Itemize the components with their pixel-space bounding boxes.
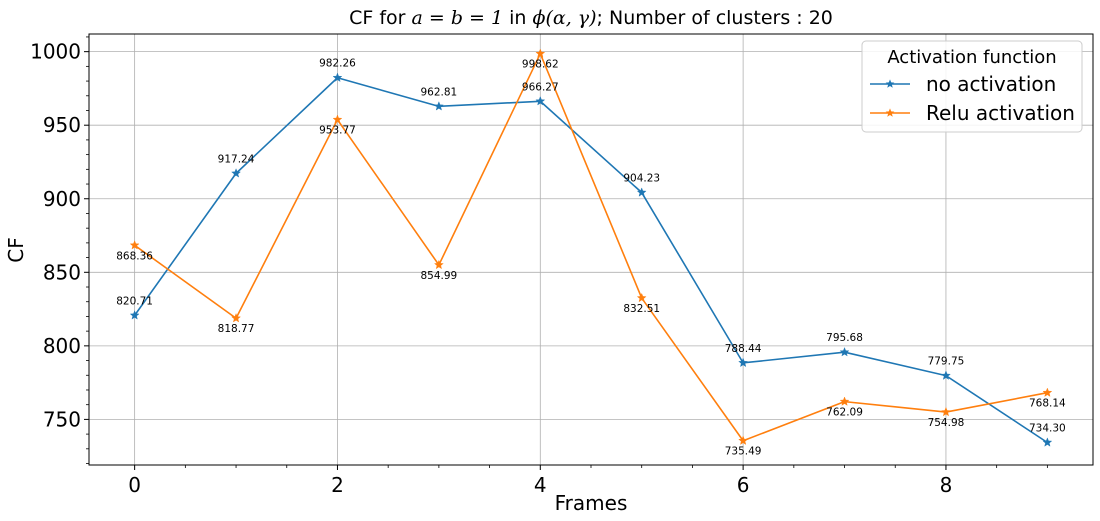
- x-tick-label: 4: [534, 473, 547, 497]
- data-point-star: [332, 114, 343, 124]
- series-line: [133, 76, 1048, 444]
- data-label: 779.75: [928, 356, 965, 368]
- data-point-star: [129, 240, 140, 250]
- series-no-activation: [129, 72, 1053, 447]
- data-point-star: [738, 357, 749, 368]
- legend-marker-star: [885, 79, 895, 88]
- legend-title: Activation function: [887, 47, 1056, 68]
- data-point-star: [636, 187, 647, 197]
- data-label: 982.26: [319, 58, 356, 70]
- data-label: 998.62: [522, 59, 559, 71]
- data-label: 832.51: [623, 303, 660, 315]
- y-tick-label: 850: [43, 260, 81, 284]
- x-tick-label: 0: [128, 473, 141, 497]
- data-point-star: [839, 396, 850, 406]
- y-tick-label: 950: [43, 113, 81, 137]
- data-label: 854.99: [421, 270, 458, 282]
- legend-item: Relu activation: [870, 101, 1075, 125]
- data-labels: 820.71 917.24 982.26 962.81 966.27 904.23 788.…: [116, 58, 1066, 458]
- data-point-star: [738, 435, 749, 445]
- x-tick-label: 6: [737, 473, 750, 497]
- legend-marker-star: [885, 108, 895, 117]
- data-point-star: [433, 101, 444, 111]
- data-label: 734.30: [1029, 422, 1066, 434]
- data-label: 962.81: [421, 86, 458, 98]
- data-label: 953.77: [319, 125, 356, 137]
- axis-ticks: 0 2 4 6 8 750 800 850 900 950 1000: [30, 36, 1048, 497]
- series-relu-activation: [129, 48, 1053, 445]
- data-label: 868.36: [116, 250, 153, 262]
- x-tick-label: 2: [331, 473, 344, 497]
- x-tick-label: 8: [940, 473, 953, 497]
- data-label: 768.14: [1029, 398, 1066, 410]
- data-label: 788.44: [725, 343, 762, 355]
- chart-title: CF for a = b = 1 in ϕ(α, γ); Number of c…: [349, 7, 833, 29]
- series-line: [134, 52, 1048, 442]
- data-label: 762.09: [826, 407, 863, 419]
- data-point-star: [535, 48, 546, 58]
- y-axis-label: CF: [4, 237, 28, 262]
- data-point-star: [433, 259, 444, 270]
- data-point-star: [231, 313, 241, 323]
- x-axis-label: Frames: [555, 491, 628, 515]
- data-label: 820.71: [116, 295, 153, 307]
- data-label: 904.23: [623, 173, 660, 185]
- data-point-star: [129, 310, 140, 320]
- data-point-star: [941, 406, 951, 417]
- series-layer: [129, 48, 1053, 447]
- data-point-star: [636, 292, 647, 303]
- y-tick-label: 750: [43, 407, 81, 431]
- data-label: 735.49: [725, 446, 762, 458]
- data-label: 818.77: [218, 323, 255, 335]
- data-label: 917.24: [218, 153, 255, 165]
- legend-label: Relu activation: [926, 101, 1075, 125]
- data-point-star: [941, 370, 951, 380]
- data-point-star: [1042, 387, 1053, 397]
- data-point-star: [231, 168, 241, 178]
- data-point-star: [1042, 437, 1053, 447]
- y-tick-label: 800: [43, 334, 81, 358]
- data-point-star: [535, 96, 546, 106]
- data-label: 754.98: [928, 417, 965, 429]
- data-point-star: [332, 72, 343, 82]
- legend-item: no activation: [870, 72, 1056, 96]
- legend: Activation function no activation Relu ac…: [861, 40, 1083, 133]
- data-point-star: [839, 347, 850, 357]
- data-label: 795.68: [826, 332, 863, 344]
- y-tick-label: 1000: [30, 40, 81, 64]
- data-label: 966.27: [522, 81, 559, 93]
- y-tick-label: 900: [43, 187, 81, 211]
- legend-label: no activation: [926, 72, 1056, 96]
- legend-box: [861, 40, 1083, 133]
